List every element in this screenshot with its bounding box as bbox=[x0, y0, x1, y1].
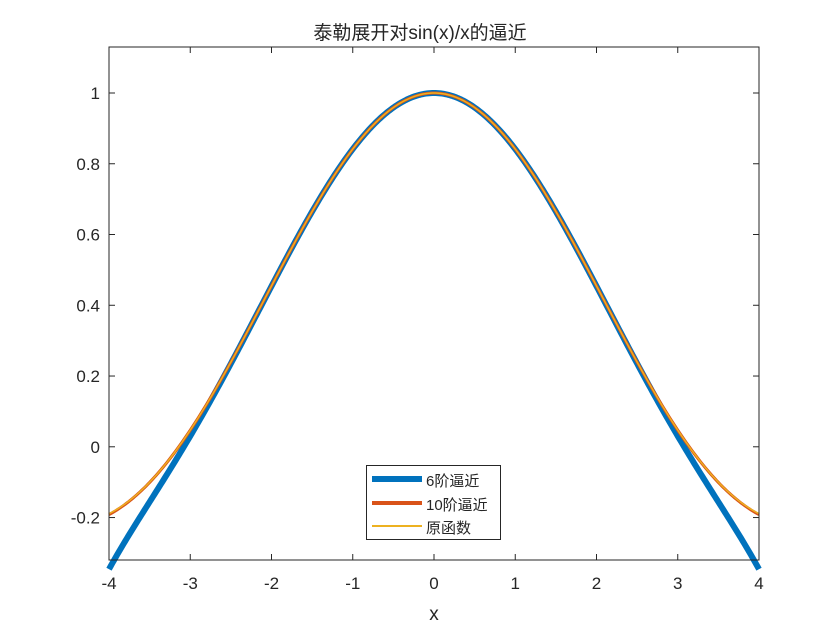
x-tick-label: 0 bbox=[429, 574, 438, 593]
x-tick-label: -4 bbox=[101, 574, 116, 593]
y-tick-label: 0.8 bbox=[76, 155, 100, 174]
legend-item-original: 原函数 bbox=[367, 516, 500, 538]
legend-swatch-orange bbox=[372, 501, 422, 505]
y-tick-label: 0.4 bbox=[76, 296, 100, 315]
legend-swatch-yellow bbox=[372, 525, 422, 527]
x-axis-label: x bbox=[429, 604, 439, 625]
legend-label: 6阶逼近 bbox=[426, 473, 480, 490]
legend-item-6th-order: 6阶逼近 bbox=[367, 469, 500, 491]
axis-ticks bbox=[108, 47, 760, 560]
x-tick-label: -1 bbox=[345, 574, 360, 593]
legend: 6阶逼近 10阶逼近 原函数 bbox=[366, 465, 501, 540]
y-tick-label: 1 bbox=[91, 84, 100, 103]
y-tick-label: 0 bbox=[91, 438, 100, 457]
y-tick-label: 0.2 bbox=[76, 367, 100, 386]
series-line-2 bbox=[108, 92, 760, 515]
legend-item-10th-order: 10阶逼近 bbox=[367, 493, 500, 515]
plot-lines bbox=[106, 89, 762, 571]
x-tick-label: 3 bbox=[673, 574, 682, 593]
x-tick-label: 2 bbox=[592, 574, 601, 593]
legend-label: 原函数 bbox=[426, 520, 472, 537]
legend-swatch-blue bbox=[372, 476, 422, 482]
x-tick-label: 1 bbox=[511, 574, 520, 593]
y-tick-label: -0.2 bbox=[71, 509, 100, 528]
tick-labels: -4 -3 -2 -1 0 1 2 3 4 -0.2 0 0.2 0.4 0.6 0.8 1 bbox=[71, 84, 764, 593]
x-tick-label: 4 bbox=[754, 574, 763, 593]
series-line-1 bbox=[108, 91, 760, 516]
x-tick-label: -2 bbox=[264, 574, 279, 593]
legend-label: 10阶逼近 bbox=[426, 497, 488, 514]
chart-title: 泰勒展开对sin(x)/x的逼近 bbox=[313, 23, 527, 44]
y-tick-label: 0.6 bbox=[76, 226, 100, 245]
x-tick-label: -3 bbox=[183, 574, 198, 593]
